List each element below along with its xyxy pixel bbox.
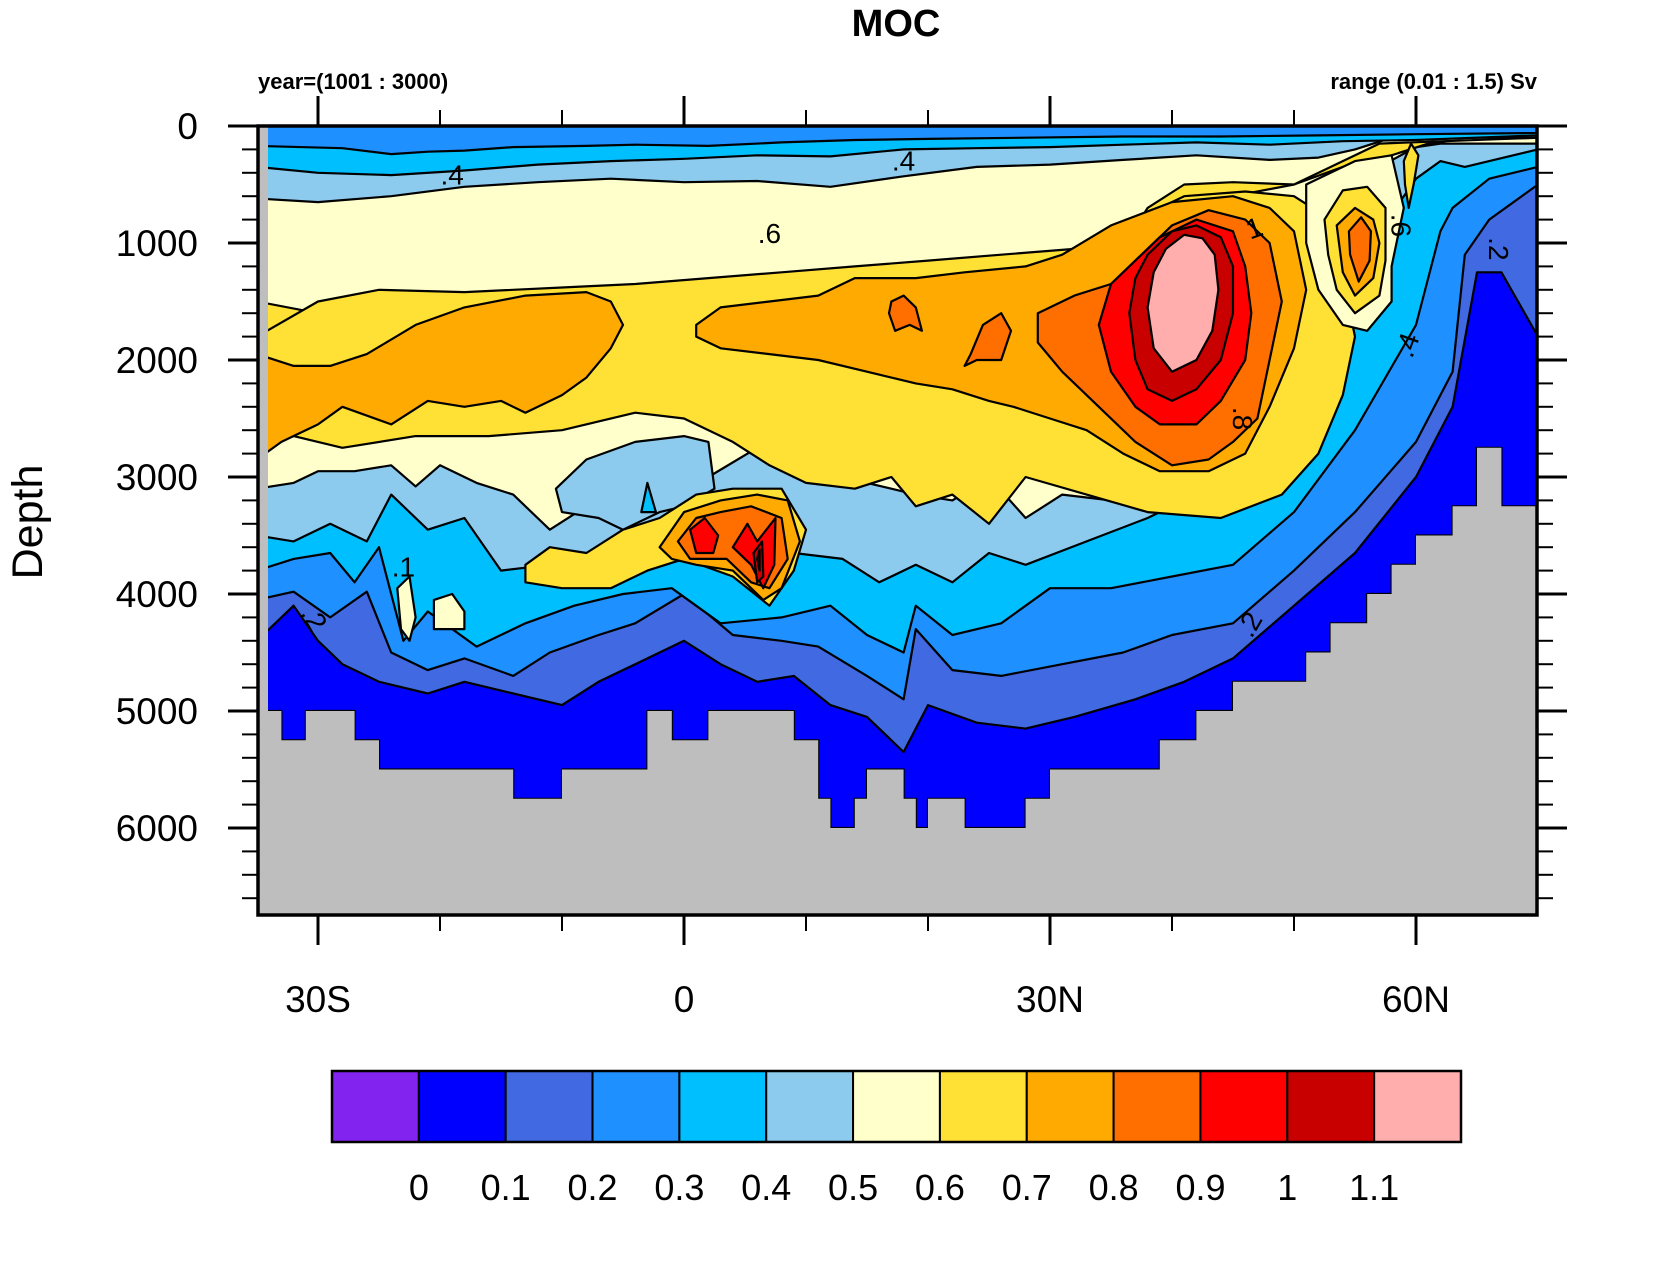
contour-band-1.0-deep-a — [688, 516, 720, 555]
colorbar-box-0 — [331, 1070, 420, 1143]
colorbar-box-8 — [1025, 1070, 1115, 1143]
left-subtitle: year=(1001 : 3000) — [258, 69, 448, 94]
y-tick-label: 4000 — [116, 574, 198, 615]
y-tick-label: 5000 — [116, 691, 198, 732]
contour-band-0.9-north-cell — [1347, 216, 1373, 283]
colorbar-label: 1.1 — [1349, 1167, 1399, 1208]
right-subtitle: range (0.01 : 1.5) Sv — [1330, 69, 1537, 94]
y-axis-title: Depth — [4, 465, 52, 580]
chart-title: MOC — [852, 3, 941, 45]
colorbar-box-12 — [1373, 1070, 1462, 1143]
contour-band-0.7-sliver — [1402, 142, 1420, 209]
colorbar-box-3 — [591, 1070, 681, 1143]
colorbar-label: 0.5 — [828, 1167, 878, 1208]
contour-band-0.6-patch-b — [432, 592, 466, 631]
plot-frame — [256, 124, 1539, 917]
land-mask-west-edge — [258, 126, 268, 915]
contour-band-3 — [258, 126, 1537, 156]
x-tick-label: 30N — [1016, 979, 1084, 1020]
colorbar-label: 1 — [1277, 1167, 1297, 1208]
y-tick-label: 0 — [177, 106, 198, 147]
contour-line-label: .4 — [892, 145, 915, 176]
contour-plot-area: .4.4.6.81.6.4.2.2.2.1 — [258, 126, 1537, 915]
colorbar-box-4 — [678, 1070, 768, 1143]
contour-band-0.9-small-a — [887, 294, 924, 332]
contour-line-label: .6 — [758, 218, 781, 249]
y-tick-label: 6000 — [116, 808, 198, 849]
colorbar: 0 0.1 0.2 0.3 0.4 0.5 0.6 0.7 0.8 0.9 1 1.1 — [330, 1069, 1463, 1208]
x-tick-label: 60N — [1382, 979, 1450, 1020]
colorbar-box-10 — [1199, 1070, 1289, 1143]
contour-band-max-deep — [756, 548, 761, 572]
x-tick-label: 30S — [285, 979, 351, 1020]
colorbar-box-5 — [765, 1070, 855, 1143]
colorbar-label: 0 — [409, 1167, 429, 1208]
colorbar-box-9 — [1112, 1070, 1202, 1143]
colorbar-box-6 — [852, 1070, 941, 1143]
contour-band-max — [1146, 233, 1220, 373]
contour-line-label: .4 — [441, 160, 464, 191]
colorbar-label: 0.4 — [741, 1167, 791, 1208]
contour-band-0.8-south — [258, 291, 625, 461]
x-tick-label: 0 — [674, 979, 695, 1020]
colorbar-label: 0.9 — [1175, 1167, 1225, 1208]
colorbar-label: 0.1 — [481, 1167, 531, 1208]
colorbar-box-11 — [1286, 1070, 1376, 1143]
y-tick-label: 3000 — [116, 457, 198, 498]
contour-band-0.6-patch-a — [396, 575, 417, 642]
contour-line-label: .2 — [1483, 237, 1514, 260]
colorbar-label: 0.8 — [1089, 1167, 1139, 1208]
colorbar-label: 0.6 — [915, 1167, 965, 1208]
colorbar-label: 0.3 — [654, 1167, 704, 1208]
colorbar-box-2 — [504, 1070, 594, 1143]
colorbar-box-7 — [938, 1070, 1028, 1143]
colorbar-box-1 — [417, 1070, 507, 1143]
colorbar-label: 0.2 — [568, 1167, 618, 1208]
land-mask-bathymetry — [258, 447, 1537, 915]
y-tick-label: 2000 — [116, 340, 198, 381]
contour-band-0.4-spike — [640, 481, 658, 514]
colorbar-frame — [330, 1069, 1463, 1144]
contour-line-label: .8 — [1227, 407, 1258, 430]
colorbar-label: 0.7 — [1002, 1167, 1052, 1208]
y-tick-label: 1000 — [116, 223, 198, 264]
contour-band-0.9-small-b — [963, 312, 1013, 367]
contour-line-label: .1 — [392, 551, 415, 582]
contour-line-label: .6 — [1386, 214, 1417, 237]
